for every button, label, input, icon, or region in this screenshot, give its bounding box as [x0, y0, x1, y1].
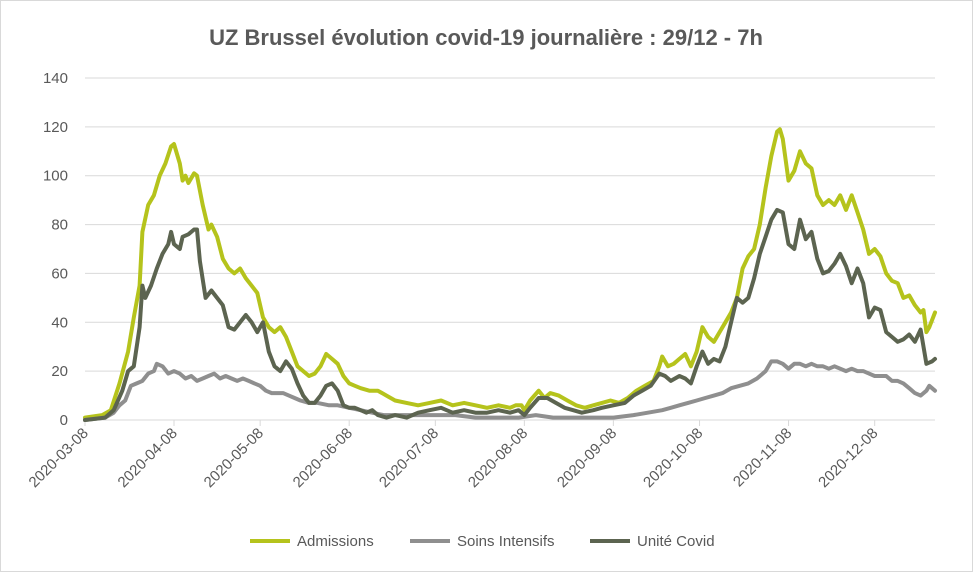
y-tick-label: 40	[51, 314, 68, 331]
x-tick-label: 2020-05-08	[201, 425, 267, 491]
x-tick-label: 2020-10-08	[640, 425, 706, 491]
y-tick-label: 0	[60, 412, 68, 429]
series-line-unite-covid	[83, 207, 937, 422]
x-tick-label: 2020-11-08	[730, 425, 795, 490]
y-tick-label: 140	[43, 70, 68, 87]
x-tick-label: 2020-03-08	[26, 425, 92, 491]
chart-title: UZ Brussel évolution covid-19 journalièr…	[209, 25, 763, 50]
y-tick-label: 60	[51, 265, 68, 282]
legend-soins-intensifs-label: Soins Intensifs	[457, 533, 555, 550]
y-tick-label: 20	[51, 363, 68, 380]
legend-admissions-label: Admissions	[297, 533, 374, 550]
series-line-admissions	[83, 127, 937, 420]
legend-unite-covid-label: Unité Covid	[637, 533, 715, 550]
y-tick-label: 80	[51, 217, 68, 234]
series-line-soins-intensifs	[83, 359, 937, 422]
x-tick-label: 2020-09-08	[554, 425, 620, 491]
y-tick-label: 120	[43, 119, 68, 136]
series-lines	[83, 127, 937, 422]
x-axis-ticks: 2020-03-08 2020-04-08 2020-05-08 2020-06-08…	[26, 420, 882, 491]
y-axis-ticks: 0 20 40 60 80 100 120 140	[43, 70, 68, 429]
y-tick-label: 100	[43, 168, 68, 185]
legend: Admissions Soins Intensifs Unité Covid	[250, 533, 715, 550]
x-tick-label: 2020-04-08	[115, 425, 181, 491]
x-tick-label: 2020-08-08	[465, 425, 531, 491]
x-tick-label: 2020-07-08	[376, 425, 442, 491]
x-tick-label: 2020-06-08	[290, 425, 356, 491]
x-tick-label: 2020-12-08	[815, 425, 881, 491]
